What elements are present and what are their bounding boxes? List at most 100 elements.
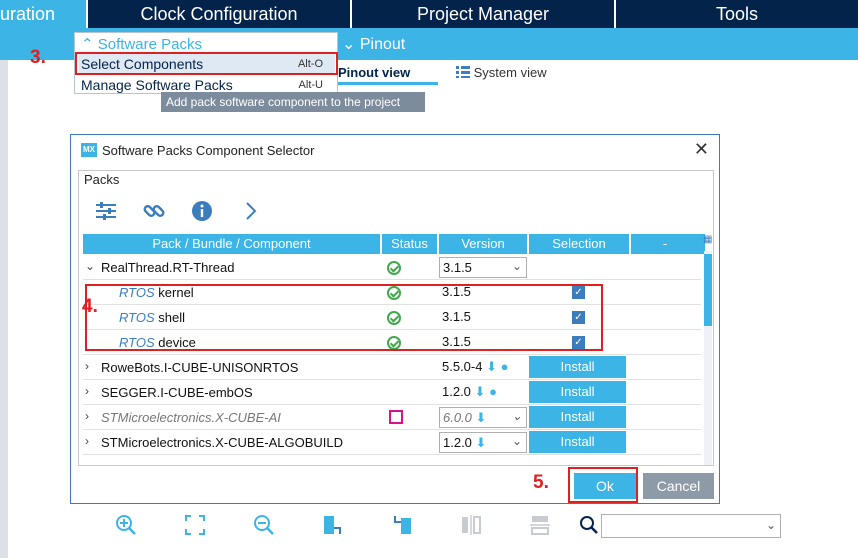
table-row[interactable]: RTOS shell 3.1.5 ✓ bbox=[83, 305, 701, 330]
software-packs-header[interactable]: ⌃ Software Packs bbox=[81, 36, 202, 53]
tab-tools[interactable]: Tools bbox=[616, 0, 858, 28]
chevron-right-icon[interactable]: › bbox=[85, 384, 89, 398]
version-select[interactable]: 6.0.0 ⬇ ⌄ bbox=[439, 407, 527, 428]
chevron-right-icon[interactable]: › bbox=[85, 359, 89, 373]
selection-checkbox[interactable]: ✓ bbox=[572, 286, 585, 299]
tab-label: Tools bbox=[715, 3, 759, 24]
install-button[interactable]: Install bbox=[529, 381, 626, 403]
download-icon: ⬇ bbox=[475, 435, 487, 450]
menu-header-label: Software Packs bbox=[97, 36, 202, 53]
column-picker-icon[interactable]: ▦ bbox=[703, 234, 713, 245]
table-row[interactable]: ⌄ RealThread.RT-Thread 3.1.5 ⌄ bbox=[83, 255, 701, 280]
install-button[interactable]: Install bbox=[529, 406, 626, 428]
chevron-down-icon[interactable]: ⌄ bbox=[85, 259, 96, 273]
chevron-down-icon: ⌄ bbox=[511, 259, 522, 273]
rotate-left-icon[interactable] bbox=[391, 514, 413, 536]
search-icon bbox=[580, 516, 598, 534]
dialog-title-bar: MX Software Packs Component Selector ✕ bbox=[71, 135, 719, 165]
install-button[interactable]: Install bbox=[529, 431, 626, 453]
component-name: RTOS kernel bbox=[119, 285, 194, 300]
flip-horizontal-icon[interactable] bbox=[460, 514, 482, 536]
active-tab-underline bbox=[330, 82, 438, 85]
tab-label: uration bbox=[0, 3, 56, 24]
select-components-menu-item[interactable]: Select Components Alt-O bbox=[79, 54, 335, 74]
grid-icon bbox=[456, 66, 470, 78]
pinout-view-label: Pinout view bbox=[338, 65, 411, 80]
table-row[interactable]: › RoweBots.I-CUBE-UNISONRTOS 5.5.0-4 ⬇ ●… bbox=[83, 355, 701, 380]
tab-project-manager[interactable]: Project Manager bbox=[352, 0, 616, 28]
scrollbar-thumb[interactable] bbox=[704, 254, 712, 326]
left-panel-strip bbox=[0, 60, 8, 558]
table-row[interactable]: › SEGGER.I-CUBE-embOS 1.2.0 ⬇ ● Install bbox=[83, 380, 701, 405]
component-label: kernel bbox=[158, 285, 194, 300]
menu-item-label: Select Components bbox=[81, 56, 204, 72]
version-value: 1.2.0 bbox=[442, 384, 471, 399]
search-select[interactable]: ⌄ bbox=[601, 514, 781, 538]
link-icon[interactable] bbox=[142, 199, 166, 223]
cancel-button[interactable]: Cancel bbox=[643, 473, 714, 499]
status-ok-icon bbox=[387, 311, 401, 325]
zoom-in-icon[interactable] bbox=[115, 514, 137, 536]
pack-name: STMicroelectronics.X-CUBE-AI bbox=[101, 410, 281, 425]
selection-checkbox[interactable]: ✓ bbox=[572, 311, 585, 324]
chevron-right-icon[interactable]: › bbox=[85, 434, 89, 448]
system-view-label: System view bbox=[473, 65, 547, 80]
component-name: RTOS shell bbox=[119, 310, 185, 325]
version-value: 6.0.0 bbox=[443, 410, 472, 425]
table-row[interactable]: › STMicroelectronics.X-CUBE-AI 6.0.0 ⬇ ⌄ … bbox=[83, 405, 701, 430]
tab-pinout-configuration[interactable]: uration bbox=[0, 0, 88, 28]
selection-checkbox[interactable]: ✓ bbox=[572, 336, 585, 349]
tab-clock-configuration[interactable]: Clock Configuration bbox=[88, 0, 352, 28]
col-header-selection[interactable]: Selection bbox=[552, 236, 606, 251]
version-value: 5.5.0-4 bbox=[442, 359, 483, 374]
mx-logo-icon: MX bbox=[81, 143, 97, 157]
highlight-box-step5 bbox=[568, 467, 638, 503]
version-select[interactable]: 3.1.5 ⌄ bbox=[439, 257, 527, 278]
version-cell: 5.5.0-4 ⬇ ● bbox=[442, 359, 509, 375]
manage-software-packs-menu-item[interactable]: Manage Software Packs Alt-U bbox=[79, 75, 335, 95]
pinout-view-tab[interactable]: Pinout view bbox=[338, 65, 410, 80]
chevron-right-icon[interactable] bbox=[239, 199, 263, 223]
version-cell: 1.2.0 ⬇ ● bbox=[442, 384, 497, 400]
version-value: 3.1.5 bbox=[442, 309, 471, 324]
menu-item-shortcut: Alt-U bbox=[298, 79, 323, 91]
fit-screen-icon[interactable] bbox=[184, 514, 206, 536]
zoom-out-icon[interactable] bbox=[253, 514, 275, 536]
packs-label: Packs bbox=[84, 172, 120, 187]
ok-button[interactable]: Ok bbox=[574, 473, 636, 499]
version-select[interactable]: 1.2.0 ⬇ ⌄ bbox=[439, 432, 527, 453]
status-ok-icon bbox=[387, 261, 401, 275]
table-row[interactable]: › STMicroelectronics.X-CUBE-ALGOBUILD 1.… bbox=[83, 430, 701, 455]
flip-vertical-icon[interactable] bbox=[529, 514, 551, 536]
install-button[interactable]: Install bbox=[529, 356, 626, 378]
tooltip: Add pack software component to the proje… bbox=[161, 92, 425, 112]
close-icon[interactable]: ✕ bbox=[693, 139, 709, 159]
tab-label: Project Manager bbox=[416, 3, 550, 24]
col-header-version[interactable]: Version bbox=[461, 236, 505, 251]
component-class: RTOS bbox=[119, 335, 155, 350]
menu-item-label: Manage Software Packs bbox=[81, 77, 233, 93]
chevron-right-icon[interactable]: › bbox=[85, 409, 89, 423]
globe-icon: ● bbox=[500, 359, 509, 374]
globe-icon: ● bbox=[489, 384, 497, 399]
step-5-label: 5. bbox=[533, 472, 549, 493]
pinout-menu[interactable]: ⌄ Pinout bbox=[342, 36, 406, 53]
info-icon[interactable] bbox=[190, 199, 214, 223]
rotate-right-icon[interactable] bbox=[322, 514, 344, 536]
col-header-status[interactable]: Status bbox=[391, 236, 428, 251]
col-header-extra[interactable]: - bbox=[662, 236, 668, 251]
packs-group: Packs Pack / Bundle / Component Status V… bbox=[78, 170, 714, 466]
table-row[interactable]: RTOS kernel 3.1.5 ✓ bbox=[83, 280, 701, 305]
status-ok-icon bbox=[387, 286, 401, 300]
pack-name: RoweBots.I-CUBE-UNISONRTOS bbox=[101, 360, 299, 375]
filter-icon[interactable] bbox=[94, 199, 118, 223]
col-header-component[interactable]: Pack / Bundle / Component bbox=[152, 236, 311, 251]
component-label: device bbox=[158, 335, 196, 350]
menu-item-shortcut: Alt-O bbox=[297, 58, 323, 70]
component-label: shell bbox=[158, 310, 186, 325]
table-row[interactable]: RTOS device 3.1.5 ✓ bbox=[83, 330, 701, 355]
vertical-scrollbar[interactable] bbox=[704, 251, 712, 465]
version-value: 3.1.5 bbox=[442, 284, 471, 299]
download-icon: ⬇ bbox=[486, 359, 498, 374]
system-view-tab[interactable]: System view bbox=[456, 65, 547, 80]
